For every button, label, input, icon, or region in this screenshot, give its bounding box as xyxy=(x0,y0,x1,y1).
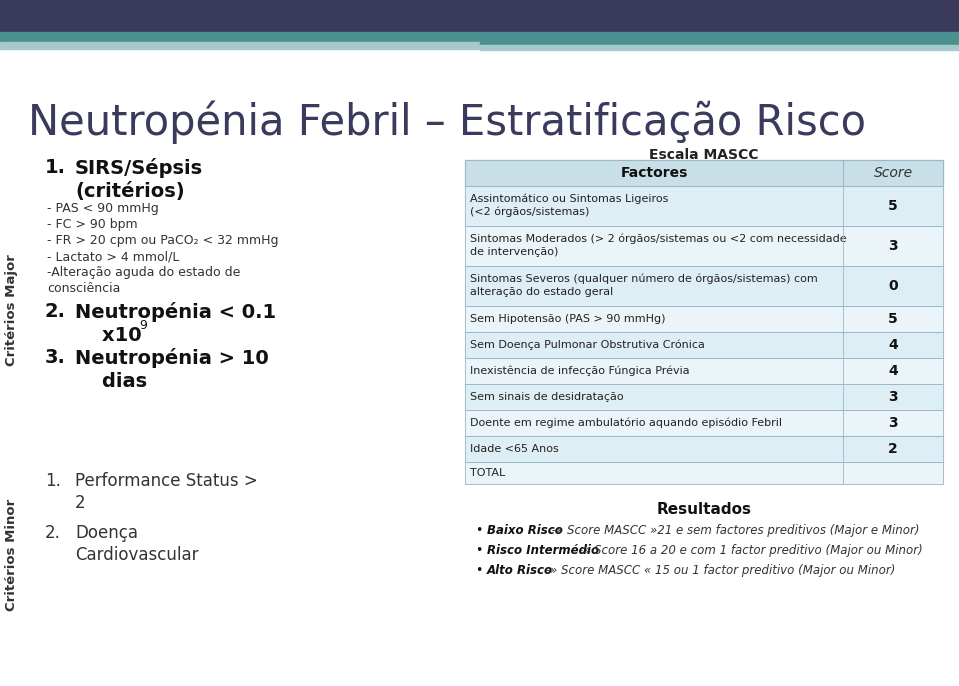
Text: Critérios Major: Critérios Major xyxy=(6,254,18,366)
Bar xyxy=(0,0,959,32)
Text: -» Score 16 a 20 e com 1 factor preditivo (Major ou Minor): -» Score 16 a 20 e com 1 factor preditiv… xyxy=(575,544,923,557)
Text: Sintomas Moderados (> 2 órgãos/sistemas ou <2 com necessidade: Sintomas Moderados (> 2 órgãos/sistemas … xyxy=(470,234,847,244)
Text: de intervenção): de intervenção) xyxy=(470,247,558,257)
Bar xyxy=(0,42,480,49)
Text: -» Score MASCC « 15 ou 1 factor preditivo (Major ou Minor): -» Score MASCC « 15 ou 1 factor preditiv… xyxy=(542,564,896,577)
Bar xyxy=(465,306,943,332)
Bar xyxy=(0,32,959,42)
Bar xyxy=(465,410,943,436)
Text: Doente em regime ambulatório aquando episódio Febril: Doente em regime ambulatório aquando epi… xyxy=(470,418,782,428)
Bar xyxy=(465,266,943,306)
Bar xyxy=(465,436,943,462)
Bar xyxy=(465,384,943,410)
Text: - FR > 20 cpm ou PaCO₂ < 32 mmHg: - FR > 20 cpm ou PaCO₂ < 32 mmHg xyxy=(47,234,278,247)
Text: - FC > 90 bpm: - FC > 90 bpm xyxy=(47,218,138,231)
Text: - Lactato > 4 mmol/L: - Lactato > 4 mmol/L xyxy=(47,250,179,263)
Text: 3.: 3. xyxy=(45,348,66,367)
Bar xyxy=(465,266,943,306)
Bar xyxy=(465,358,943,384)
Text: Score: Score xyxy=(874,166,913,180)
Bar xyxy=(465,186,943,226)
Text: 1.: 1. xyxy=(45,158,66,177)
Text: Escala MASCC: Escala MASCC xyxy=(649,148,759,162)
Text: Assintomático ou Sintomas Ligeiros: Assintomático ou Sintomas Ligeiros xyxy=(470,193,668,204)
Text: 4: 4 xyxy=(888,364,898,378)
Text: (<2 órgãos/sistemas): (<2 órgãos/sistemas) xyxy=(470,206,590,217)
Text: 3: 3 xyxy=(888,239,898,253)
Bar xyxy=(465,332,943,358)
Text: 4: 4 xyxy=(888,338,898,352)
Text: Doença
Cardiovascular: Doença Cardiovascular xyxy=(75,524,199,564)
Text: 3: 3 xyxy=(888,390,898,404)
Text: alteração do estado geral: alteração do estado geral xyxy=(470,287,613,297)
Bar xyxy=(465,436,943,462)
Text: SIRS/Sépsis
(critérios): SIRS/Sépsis (critérios) xyxy=(75,158,203,201)
Text: 5: 5 xyxy=(888,199,898,213)
Text: Sem Hipotensão (PAS > 90 mmHg): Sem Hipotensão (PAS > 90 mmHg) xyxy=(470,314,666,324)
Bar xyxy=(465,410,943,436)
Text: TOTAL: TOTAL xyxy=(470,468,505,478)
Text: Performance Status >
2: Performance Status > 2 xyxy=(75,472,258,512)
Bar xyxy=(465,186,943,226)
Bar xyxy=(465,160,943,186)
Bar xyxy=(465,462,943,484)
Text: Inexistência de infecção Fúngica Prévia: Inexistência de infecção Fúngica Prévia xyxy=(470,366,690,376)
Text: •: • xyxy=(475,524,482,537)
Text: Factores: Factores xyxy=(620,166,688,180)
Text: consciência: consciência xyxy=(47,282,121,295)
Text: 3: 3 xyxy=(888,416,898,430)
Text: 9: 9 xyxy=(139,319,147,332)
Bar xyxy=(465,462,943,484)
Bar xyxy=(465,358,943,384)
Text: Sintomas Severos (qualquer número de órgãos/sistemas) com: Sintomas Severos (qualquer número de órg… xyxy=(470,274,818,284)
Text: - PAS < 90 mmHg: - PAS < 90 mmHg xyxy=(47,202,159,215)
Text: Sem sinais de desidratação: Sem sinais de desidratação xyxy=(470,392,623,402)
Text: •: • xyxy=(475,544,482,557)
Text: 2.: 2. xyxy=(45,302,66,321)
Text: 5: 5 xyxy=(888,312,898,326)
Bar xyxy=(465,306,943,332)
Text: 0: 0 xyxy=(888,279,898,293)
Bar xyxy=(480,42,959,45)
Text: Neutropénia > 10
    dias: Neutropénia > 10 dias xyxy=(75,348,269,391)
Text: Critérios Minor: Critérios Minor xyxy=(6,499,18,611)
Text: Idade <65 Anos: Idade <65 Anos xyxy=(470,444,559,454)
Text: Alto Risco: Alto Risco xyxy=(487,564,553,577)
Text: Neutropénia Febril – Estratificação Risco: Neutropénia Febril – Estratificação Risc… xyxy=(28,100,866,143)
Bar xyxy=(465,160,943,186)
Text: Resultados: Resultados xyxy=(657,502,752,517)
Text: Neutropénia < 0.1
    x10: Neutropénia < 0.1 x10 xyxy=(75,302,276,345)
Bar xyxy=(465,384,943,410)
Bar xyxy=(480,45,959,50)
Text: Risco Intermédio: Risco Intermédio xyxy=(487,544,599,557)
Text: Sem Doença Pulmonar Obstrutiva Crónica: Sem Doença Pulmonar Obstrutiva Crónica xyxy=(470,340,705,351)
Text: -Alteração aguda do estado de: -Alteração aguda do estado de xyxy=(47,266,241,279)
Text: Baixo Risco: Baixo Risco xyxy=(487,524,563,537)
Text: -» Score MASCC »21 e sem factores preditivos (Major e Minor): -» Score MASCC »21 e sem factores predit… xyxy=(548,524,919,537)
Text: 1.: 1. xyxy=(45,472,60,490)
Text: •: • xyxy=(475,564,482,577)
Text: 2: 2 xyxy=(888,442,898,456)
Text: 2.: 2. xyxy=(45,524,60,542)
Bar xyxy=(465,226,943,266)
Bar xyxy=(465,226,943,266)
Bar xyxy=(465,332,943,358)
